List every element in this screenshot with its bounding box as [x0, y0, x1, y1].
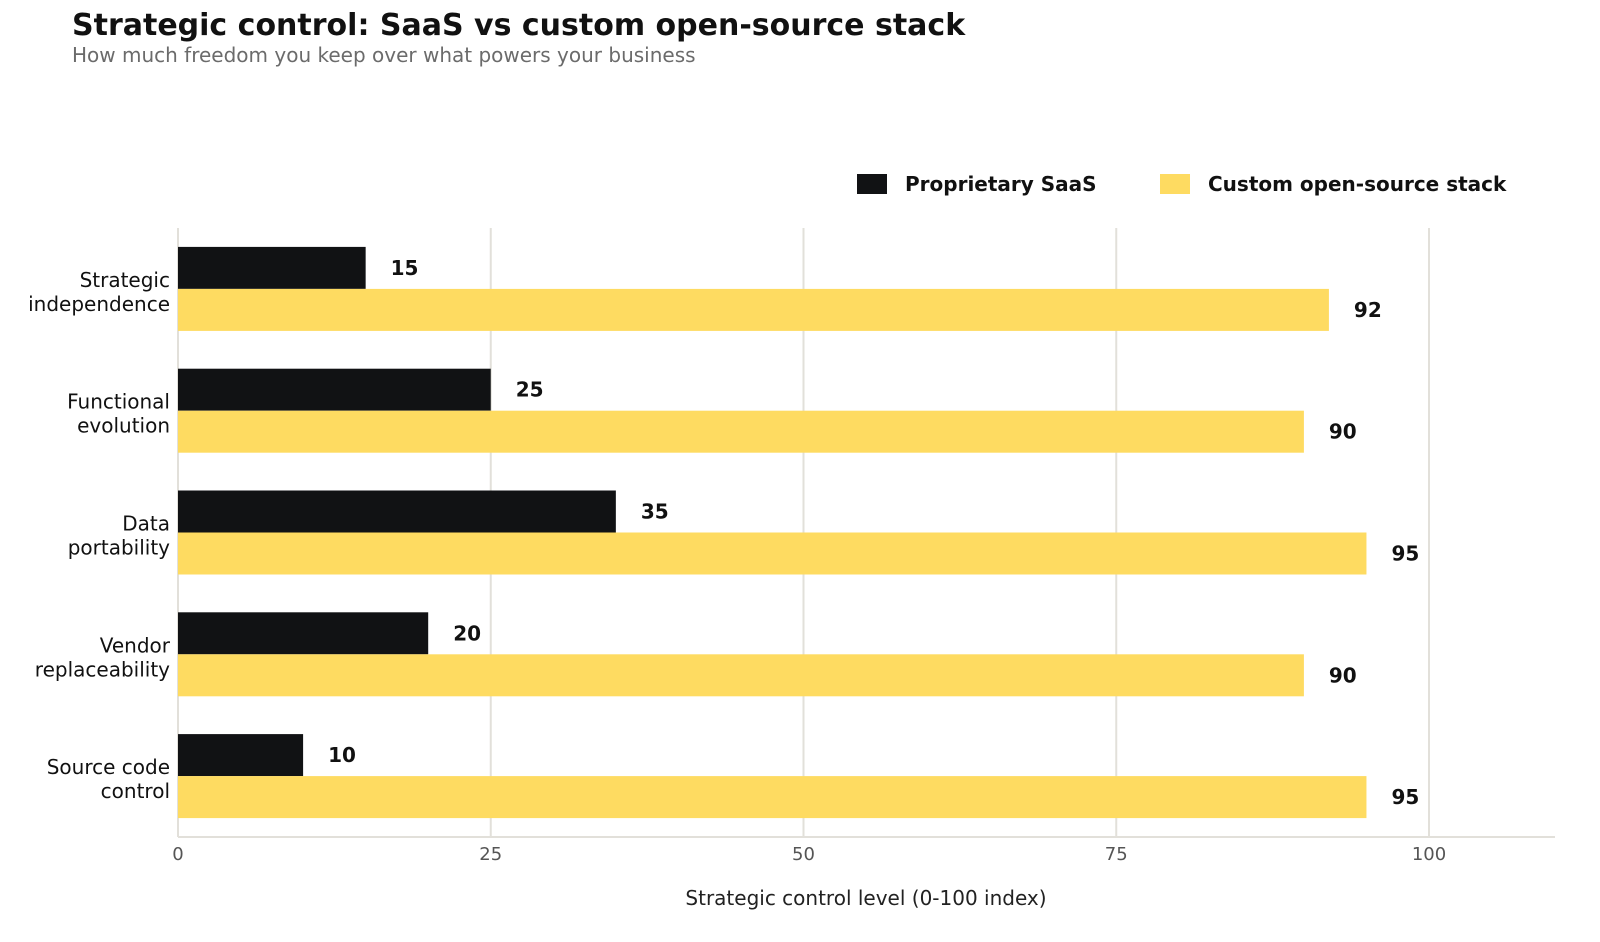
bar-custom-open-source: [178, 776, 1367, 819]
value-label: 25: [516, 378, 544, 402]
value-label: 90: [1329, 663, 1357, 687]
chart-title: Strategic control: SaaS vs custom open-s…: [72, 8, 966, 43]
x-tick-labels: 0 25 50 75 100: [172, 844, 1446, 865]
category-label-line: Strategic: [80, 268, 170, 292]
bar-proprietary-saas: [178, 490, 616, 533]
chart-subtitle: How much freedom you keep over what powe…: [72, 43, 696, 67]
value-label: 90: [1329, 420, 1357, 444]
x-tick-label: 0: [172, 844, 183, 865]
category-label-line: Functional: [67, 390, 170, 414]
category-label-line: Data: [122, 512, 170, 536]
x-tick-label: 100: [1412, 844, 1446, 865]
category-label-line: evolution: [77, 414, 170, 438]
category-label-line: replaceability: [35, 657, 170, 681]
x-axis-label: Strategic control level (0-100 index): [685, 886, 1046, 910]
value-label: 20: [453, 621, 481, 645]
category-label-line: Source code: [47, 755, 170, 779]
category-label: Functional evolution: [67, 390, 170, 438]
category-label-line: independence: [28, 292, 170, 316]
category-label-line: Vendor: [100, 633, 171, 657]
value-label: 10: [328, 743, 356, 767]
legend: Proprietary SaaS Custom open-source stack: [857, 172, 1507, 196]
value-labels: 15 92 25 90 35 95 20 90 10 95: [328, 256, 1419, 809]
category-label: Data portability: [68, 512, 170, 560]
bar-proprietary-saas: [178, 246, 366, 289]
value-label: 35: [641, 500, 669, 524]
legend-swatch: [1160, 174, 1190, 194]
bar-custom-open-source: [178, 410, 1304, 453]
legend-label: Custom open-source stack: [1208, 172, 1507, 196]
category-label: Vendor replaceability: [35, 633, 171, 681]
x-tick-label: 75: [1105, 844, 1128, 865]
legend-swatch: [857, 174, 887, 194]
bar-proprietary-saas: [178, 612, 429, 655]
x-tick-label: 25: [479, 844, 502, 865]
value-label: 95: [1391, 542, 1419, 566]
category-label: Strategic independence: [28, 268, 170, 316]
bar-custom-open-source: [178, 288, 1329, 331]
bar-custom-open-source: [178, 654, 1304, 697]
category-labels: Strategic independence Functional evolution…: [28, 268, 171, 803]
value-label: 95: [1391, 785, 1419, 809]
legend-label: Proprietary SaaS: [905, 172, 1097, 196]
value-label: 15: [391, 256, 419, 280]
category-label-line: control: [101, 779, 170, 803]
bar-proprietary-saas: [178, 734, 304, 777]
category-label-line: portability: [68, 536, 170, 560]
category-label: Source code control: [47, 755, 170, 803]
value-label: 92: [1354, 298, 1382, 322]
bars: [178, 246, 1367, 819]
bar-proprietary-saas: [178, 368, 491, 411]
bar-custom-open-source: [178, 532, 1367, 575]
x-tick-label: 50: [792, 844, 815, 865]
